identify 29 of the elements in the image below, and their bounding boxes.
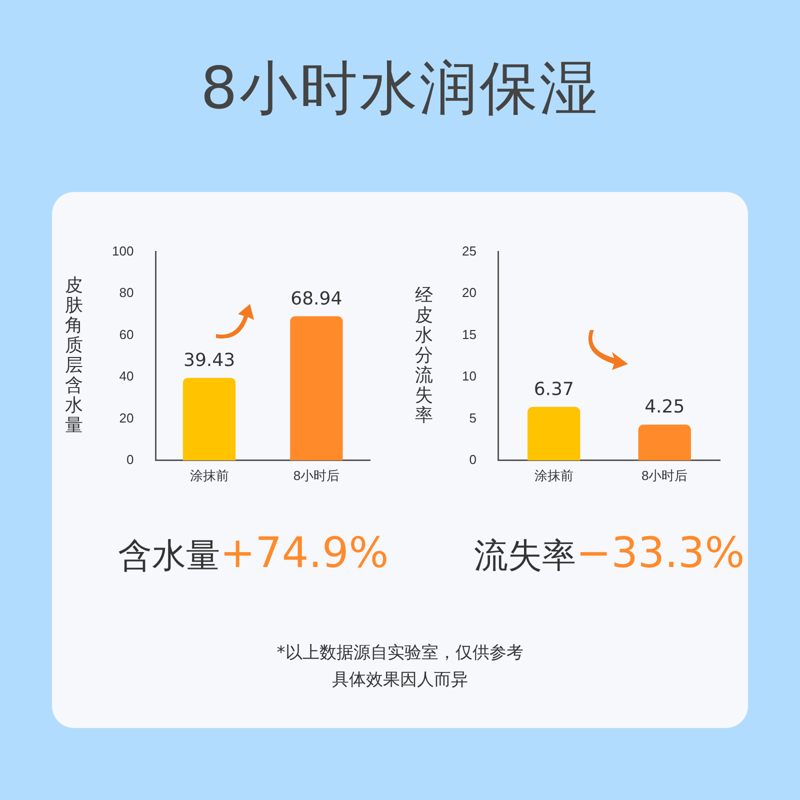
y-tick-label: 100 — [112, 243, 134, 258]
y-tick-label: 15 — [462, 326, 476, 342]
text: 含水量 — [118, 536, 220, 576]
chart-title: 8小时水润保湿 — [200, 53, 600, 124]
x-tick-label: 涂抹前 — [190, 468, 229, 483]
y-tick-label: 20 — [119, 410, 134, 426]
y-tick-label: 40 — [119, 368, 134, 384]
data-label: 68.94 — [290, 288, 342, 310]
y-axis-title: 皮肤角质层含水量 — [65, 274, 83, 436]
text: −33.3% — [576, 528, 745, 577]
data-label: 39.43 — [184, 350, 236, 371]
text: 具体效果因人而异 — [331, 669, 469, 692]
text: 流失率 — [474, 536, 576, 576]
y-tick-label: 60 — [119, 326, 134, 342]
y-tick-label: 5 — [469, 410, 476, 426]
y-tick-label: 80 — [119, 285, 134, 300]
text: *以上数据源自实验室，仅供参考 — [276, 642, 524, 665]
x-tick-label: 涂抹前 — [534, 468, 574, 483]
y-tick-label: 25 — [462, 243, 476, 258]
x-tick-label: 8小时后 — [642, 468, 688, 483]
data-label: 4.25 — [644, 396, 685, 418]
y-tick-label: 0 — [469, 452, 476, 467]
x-tick-label: 8小时后 — [293, 468, 340, 483]
y-tick-label: 20 — [462, 285, 476, 300]
data-label: 6.37 — [534, 378, 574, 400]
y-tick-label: 0 — [126, 452, 134, 467]
text: +74.9% — [220, 528, 389, 577]
y-tick-label: 10 — [462, 368, 476, 384]
y-axis-title: 经皮水分流失率 — [415, 284, 433, 426]
